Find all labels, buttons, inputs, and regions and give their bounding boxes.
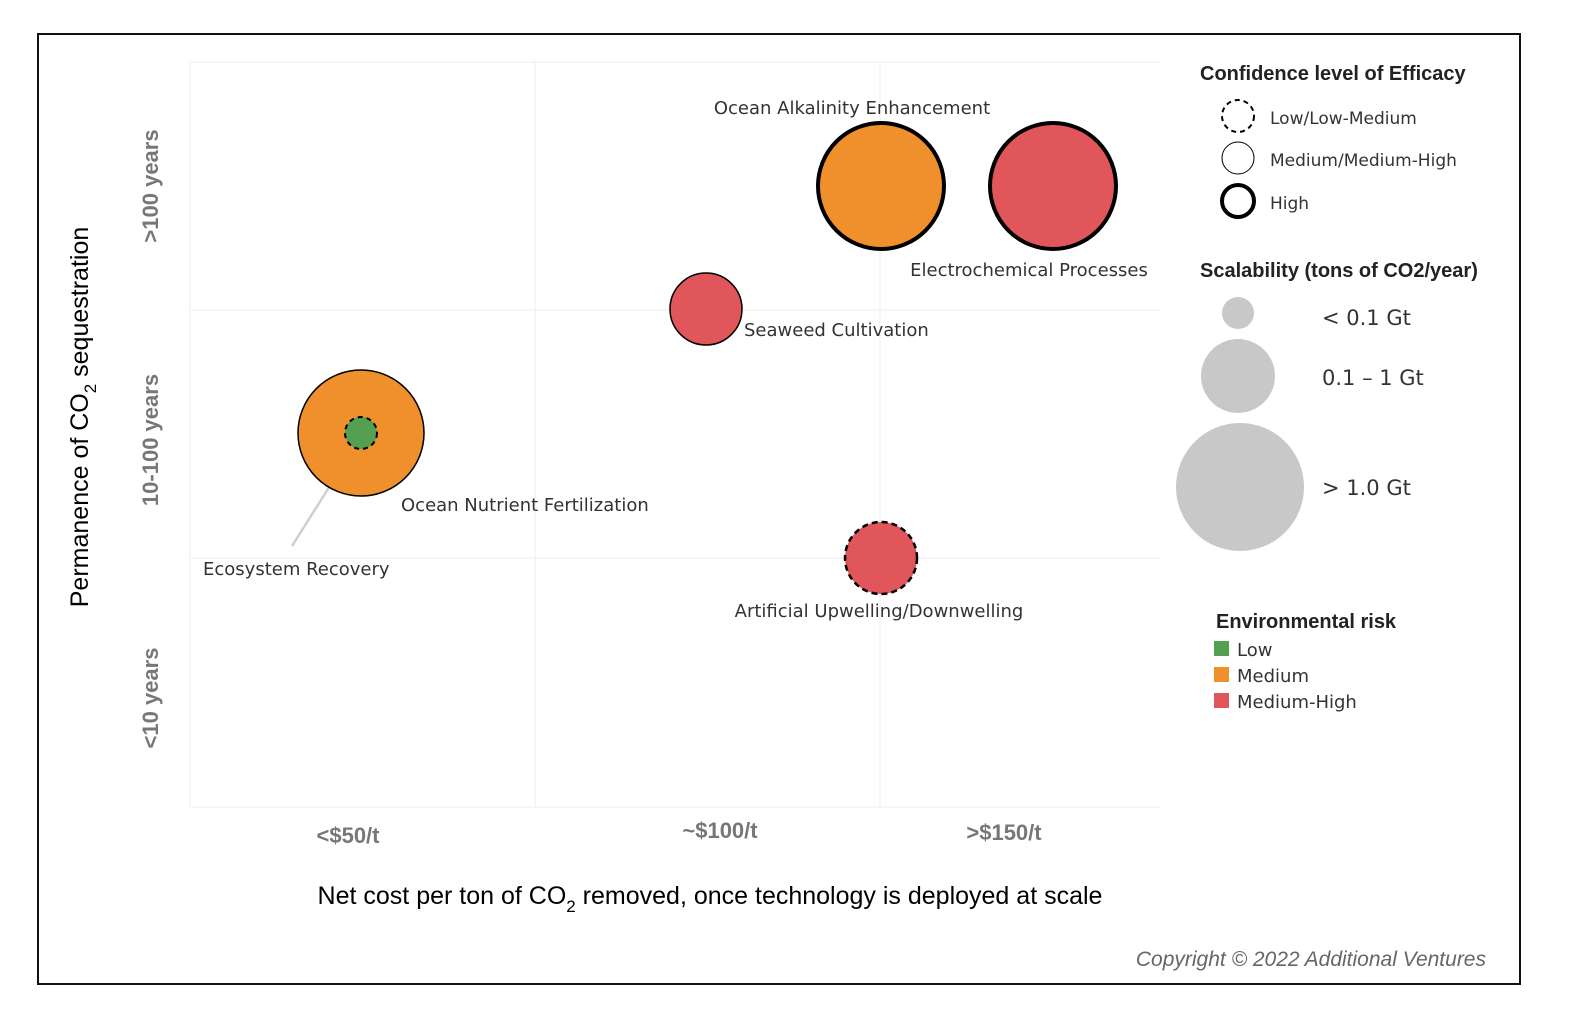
- legend-confidence: Confidence level of Efficacy Low/Low-Med…: [1200, 63, 1467, 219]
- legend-risk-medium-swatch: [1214, 667, 1229, 682]
- legend-scalability-large-label: > 1.0 Gt: [1322, 476, 1411, 500]
- legend-confidence-high-label: High: [1270, 194, 1309, 214]
- legend-confidence-low-swatch: [1221, 99, 1255, 133]
- y-tick-label-bottom: <10 years: [138, 648, 163, 749]
- bubble-ocean-alkalinity-enhancement: [816, 121, 946, 251]
- x-tick-label-mid: ~$100/t: [682, 818, 758, 843]
- label-ocean-alkalinity-enhancement: Ocean Alkalinity Enhancement: [714, 98, 990, 119]
- label-ecosystem-recovery: Ecosystem Recovery: [203, 559, 390, 580]
- y-tick-label-middle: 10-100 years: [138, 374, 163, 506]
- bubble-artificial-upwelling-downwelling: [843, 520, 919, 596]
- legend-confidence-medium-swatch: [1221, 141, 1255, 175]
- legend-risk-medium-label: Medium: [1237, 666, 1309, 687]
- grid: [189, 61, 1160, 808]
- label-ocean-nutrient-fertilization: Ocean Nutrient Fertilization: [401, 495, 649, 516]
- legend-scalability-small-label: < 0.1 Gt: [1322, 306, 1411, 330]
- label-seaweed-cultivation: Seaweed Cultivation: [744, 320, 929, 341]
- legend-scalability-medium-label: 0.1 – 1 Gt: [1322, 366, 1424, 390]
- legend-scalability-title: Scalability (tons of CO2/year): [1200, 260, 1478, 282]
- label-artificial-upwelling-downwelling: Artificial Upwelling/Downwelling: [735, 601, 1024, 622]
- bubbles: [297, 121, 1118, 596]
- legend-risk-medhigh-label: Medium-High: [1237, 692, 1357, 713]
- legend-confidence-medium-label: Medium/Medium-High: [1270, 151, 1457, 171]
- legend-scalability-medium-swatch: [1201, 339, 1275, 413]
- x-tick-label-high: >$150/t: [966, 820, 1042, 845]
- chart-frame: [37, 33, 1521, 985]
- bubble-seaweed-cultivation: [669, 272, 743, 346]
- legend-risk-low-label: Low: [1237, 640, 1272, 661]
- label-electrochemical-processes: Electrochemical Processes: [910, 260, 1148, 281]
- legend-risk-low-swatch: [1214, 641, 1229, 656]
- legend-confidence-title: Confidence level of Efficacy: [1200, 63, 1467, 85]
- bubble-electrochemical-processes: [988, 121, 1118, 251]
- legend-confidence-high-swatch: [1220, 183, 1256, 219]
- legend-risk-title: Environmental risk: [1216, 611, 1397, 633]
- bubble-ecosystem-recovery: [344, 416, 378, 450]
- y-axis-title: Permanence of CO2 sequestration: [66, 227, 100, 608]
- x-axis-title: Net cost per ton of CO2 removed, once te…: [318, 882, 1103, 916]
- legend-risk-medhigh-swatch: [1214, 693, 1229, 708]
- legend-risk: Environmental risk Low Medium Medium-Hig…: [1214, 611, 1397, 713]
- copyright-text: Copyright © 2022 Additional Ventures: [1136, 948, 1487, 971]
- legend-scalability-large-swatch: [1176, 423, 1304, 551]
- legend-confidence-low-label: Low/Low-Medium: [1270, 109, 1417, 129]
- x-tick-label-low: <$50/t: [317, 823, 381, 848]
- legend-scalability: Scalability (tons of CO2/year) < 0.1 Gt …: [1176, 260, 1478, 551]
- legend-scalability-small-swatch: [1222, 297, 1254, 329]
- y-tick-label-top: >100 years: [138, 129, 163, 242]
